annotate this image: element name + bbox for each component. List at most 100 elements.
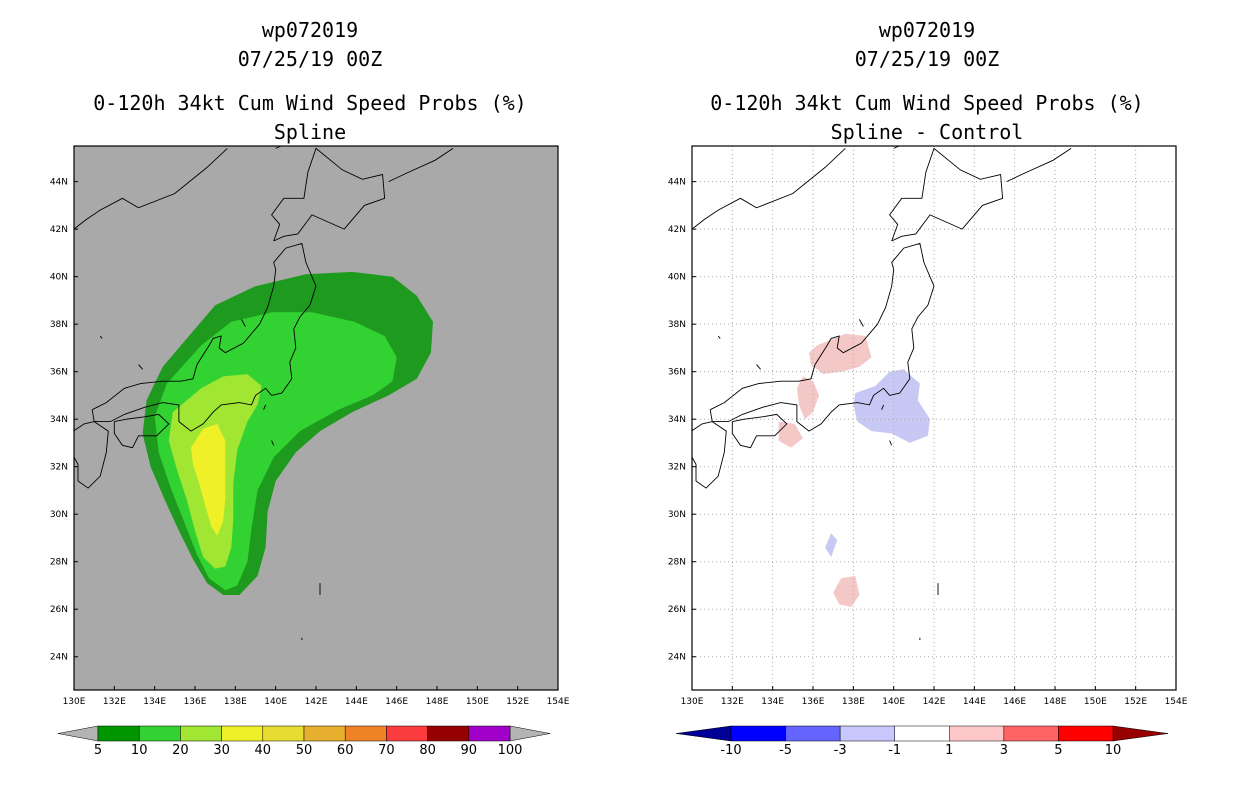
right-xtick-label: 138E — [842, 697, 865, 707]
left-xtick-label: 148E — [426, 697, 449, 707]
right-xtick-label: 146E — [1003, 697, 1026, 707]
right-colorbar-label: 1 — [945, 743, 953, 758]
left-colorbar-label: 60 — [337, 743, 354, 758]
left-xtick-label: 138E — [224, 697, 247, 707]
left-colorbar-box — [97, 725, 140, 742]
right-ytick-label: 24N — [668, 653, 686, 663]
left-colorbar-box — [386, 725, 428, 742]
left-ytick-label: 26N — [50, 605, 68, 615]
right-colorbar-label: -3 — [834, 743, 847, 758]
right-coastline — [678, 403, 680, 415]
right-xtick-label: 140E — [882, 697, 905, 707]
right-colorbar-label: 3 — [1000, 743, 1008, 758]
left-coastline — [138, 364, 143, 370]
right-colorbar-label: -10 — [720, 743, 741, 758]
left-ytick-label: 40N — [50, 273, 68, 283]
left-colorbar-box — [427, 725, 470, 742]
left-xtick-label: 136E — [184, 697, 207, 707]
right-colorbar-box — [839, 725, 895, 742]
right-ytick-label: 38N — [668, 320, 686, 330]
right-colorbar-box — [1003, 725, 1059, 742]
right-xtick-label: 136E — [802, 697, 825, 707]
right-colorbar-box — [730, 725, 786, 742]
left-ytick-label: 32N — [50, 463, 68, 473]
right-coastline — [717, 335, 721, 339]
right-chart-title: 0-120h 34kt Cum Wind Speed Probs (%) — [710, 91, 1144, 115]
right-colorbar-label: 10 — [1105, 743, 1122, 758]
left-coastline — [241, 319, 246, 327]
right-storm-id: wp072019 — [878, 18, 976, 42]
left-coastline — [52, 445, 58, 452]
right-colorbar-box — [894, 725, 950, 742]
left-colorbar-label: 50 — [296, 743, 313, 758]
right-coastline — [756, 364, 761, 370]
left-ytick-label: 38N — [50, 320, 68, 330]
left-colorbar-label: 80 — [419, 743, 436, 758]
right-ytick-label: 30N — [668, 510, 686, 520]
left-ytick-label: 34N — [50, 415, 68, 425]
left-colorbar-box — [180, 725, 222, 742]
left-colorbar-box — [221, 725, 264, 742]
left-coastline — [74, 421, 109, 489]
right-contour-5 — [825, 533, 838, 557]
right-colorbar-lower-triangle — [675, 725, 732, 742]
left-coastline — [263, 404, 267, 410]
left-coastline — [271, 440, 275, 446]
right-colorbar-label: 5 — [1054, 743, 1062, 758]
right-ytick-label: 26N — [668, 605, 686, 615]
right-ytick-label: 42N — [668, 225, 686, 235]
left-chart-title: 0-120h 34kt Cum Wind Speed Probs (%) — [93, 91, 527, 115]
right-colorbar: -10 -5 -3 -1 1 3 5 10 — [675, 725, 1169, 758]
right-coastline — [1006, 148, 1072, 183]
left-colorbar-label: 40 — [255, 743, 272, 758]
right-ytick-label: 36N — [668, 368, 686, 378]
left-ytick-label: 24N — [50, 653, 68, 663]
left-coastline — [91, 242, 317, 432]
right-coastline — [670, 445, 676, 452]
left-ytick-label: 44N — [50, 178, 68, 188]
left-colorbar-label: 10 — [131, 743, 148, 758]
right-xtick-label: 144E — [963, 697, 986, 707]
right-contour-0 — [809, 333, 872, 375]
left-xtick-label: 134E — [143, 697, 166, 707]
right-ytick-label: 34N — [668, 415, 686, 425]
left-xtick-label: 130E — [63, 697, 86, 707]
left-ytick-label: 28N — [50, 558, 68, 568]
left-coastline — [271, 147, 386, 242]
left-colorbar-box — [262, 725, 305, 742]
left-colorbar: 5 10 20 30 40 50 60 70 80 90 100 — [57, 725, 551, 758]
right-xtick-label: 142E — [923, 697, 946, 707]
left-ytick-label: 30N — [50, 510, 68, 520]
right-xtick-label: 152E — [1124, 697, 1147, 707]
right-coastline — [731, 413, 788, 449]
right-contour-3 — [833, 576, 860, 607]
left-colorbar-label: 20 — [172, 743, 189, 758]
left-xtick-label: 140E — [264, 697, 287, 707]
left-colorbar-label: 90 — [461, 743, 478, 758]
right-coastline — [881, 404, 885, 410]
left-ytick-label: 42N — [50, 225, 68, 235]
left-colorbar-lower-triangle — [57, 725, 99, 742]
right-coastline — [889, 440, 893, 446]
right-chart-subtitle: Spline - Control — [830, 120, 1024, 144]
left-coastline — [388, 148, 454, 183]
right-colorbar-label: -5 — [779, 743, 792, 758]
right-date: 07/25/19 00Z — [854, 47, 1000, 71]
left-colorbar-box — [344, 725, 387, 742]
right-colorbar-box — [785, 725, 841, 742]
left-xtick-label: 142E — [305, 697, 328, 707]
left-chart-subtitle: Spline — [273, 120, 347, 144]
right-xtick-label: 132E — [721, 697, 744, 707]
right-ytick-label: 40N — [668, 273, 686, 283]
left-coastline — [74, 148, 228, 230]
left-xtick-label: 144E — [345, 697, 368, 707]
right-coastline — [692, 148, 846, 230]
right-colorbar-label: -1 — [888, 743, 901, 758]
left-xtick-label: 132E — [103, 697, 126, 707]
right-xtick-label: 134E — [761, 697, 784, 707]
left-date: 07/25/19 00Z — [237, 47, 383, 71]
left-coastline — [99, 335, 103, 339]
right-ytick-label: 44N — [668, 178, 686, 188]
left-colorbar-box — [468, 725, 511, 742]
